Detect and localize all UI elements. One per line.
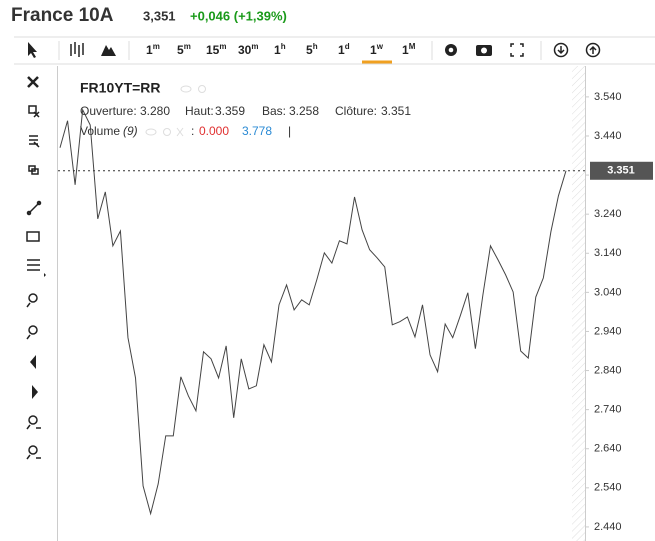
download-button[interactable] [553, 42, 569, 58]
interval-unit: m [251, 42, 258, 51]
y-tick-label: 3.040 [594, 286, 622, 298]
interval-number: 5 [177, 43, 184, 57]
interval-number: 15 [206, 43, 220, 57]
legend-icons [145, 85, 206, 137]
interval-number: 1 [402, 43, 409, 57]
interval-unit: M [409, 42, 416, 51]
hatched-margin [572, 66, 585, 541]
interval-button[interactable]: 5h [306, 42, 318, 57]
toolbar-separators [58, 41, 542, 60]
volume-cursor: | [288, 124, 291, 138]
drawing-tools[interactable] [26, 76, 46, 340]
upload-button[interactable] [585, 42, 601, 58]
ohlc-label: Ouverture: [80, 104, 137, 118]
interval-button[interactable]: 1M [402, 42, 416, 57]
gear-button[interactable] [445, 44, 457, 56]
price: 3,351 [143, 8, 176, 23]
y-tick-label: 2.440 [594, 521, 622, 533]
symbol: FR10YT=RR [80, 80, 161, 96]
scroll-right[interactable] [32, 385, 38, 399]
price-line [59, 108, 567, 516]
zoom-tools[interactable] [26, 415, 41, 460]
ohlc-value: 3.280 [140, 104, 170, 118]
interval-number: 1 [146, 43, 153, 57]
ohlc-value: 3.359 [215, 104, 245, 118]
interval-button[interactable]: 1w [370, 42, 384, 57]
interval-number: 5 [306, 43, 313, 57]
ohlc-value: 3.351 [381, 104, 411, 118]
y-tick-label: 2.840 [594, 364, 622, 376]
volume-period: (9) [123, 124, 138, 138]
ohlc-label: Clôture: [335, 104, 377, 118]
interval-number: 30 [238, 43, 252, 57]
interval-button[interactable]: 1m [146, 42, 160, 57]
y-tick-label: 2.540 [594, 482, 622, 494]
volume-value: 3.778 [242, 124, 272, 138]
y-tick-label: 2.940 [594, 325, 622, 337]
ohlc-value: 3.258 [289, 104, 319, 118]
y-tick-label: 3.440 [594, 130, 622, 142]
y-tick-label: 3.140 [594, 247, 622, 259]
interval-number: 1 [370, 43, 377, 57]
interval-number: 1 [274, 43, 281, 57]
interval-button[interactable]: 15m [206, 42, 226, 57]
area-button[interactable] [101, 45, 116, 56]
interval-unit: w [376, 42, 384, 51]
interval-button[interactable]: 5m [177, 42, 191, 57]
scroll-left[interactable] [30, 355, 36, 369]
y-tick-label: 2.740 [594, 404, 622, 416]
interval-unit: m [153, 42, 160, 51]
interval-unit: m [184, 42, 191, 51]
ohlc-label: Haut: [185, 104, 214, 118]
volume-value: 0.000 [199, 124, 229, 138]
current-price-label: 3.351 [607, 165, 635, 177]
interval-button[interactable]: 1d [338, 42, 350, 57]
title: France 10A [11, 5, 114, 26]
volume-separator: : [191, 124, 194, 138]
current-price-box [590, 161, 653, 180]
interval-unit: m [219, 42, 226, 51]
y-tick-label: 2.640 [594, 443, 622, 455]
volume-label: Volume [80, 124, 120, 138]
interval-unit: h [281, 42, 286, 51]
change: +0,046 (+1,39%) [190, 8, 287, 23]
interval-unit: d [345, 42, 350, 51]
ohlc-label: Bas: [262, 104, 286, 118]
y-tick-label: 3.240 [594, 208, 622, 220]
camera-button[interactable] [476, 45, 492, 56]
interval-number: 1 [338, 43, 345, 57]
interval-button[interactable]: 1h [274, 42, 286, 57]
y-tick-label: 3.540 [594, 91, 622, 103]
interval-unit: h [313, 42, 318, 51]
candles-button[interactable] [70, 42, 84, 57]
fullscreen-button[interactable] [510, 43, 524, 57]
cursor-button[interactable] [28, 42, 37, 58]
interval-button[interactable]: 30m [238, 42, 258, 57]
